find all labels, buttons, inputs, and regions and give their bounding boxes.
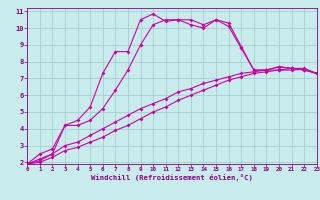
X-axis label: Windchill (Refroidissement éolien,°C): Windchill (Refroidissement éolien,°C) [91,174,253,181]
